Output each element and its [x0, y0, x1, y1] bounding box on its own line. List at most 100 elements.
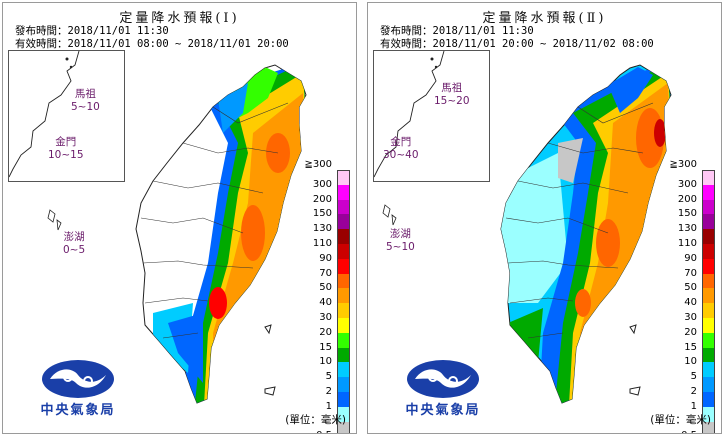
legend-color-box: [337, 288, 350, 304]
matsu-range: 5~10: [71, 101, 100, 113]
legend-label: 20: [319, 326, 332, 338]
legend-label: 300: [677, 178, 697, 190]
penghu-islands: [382, 204, 397, 226]
legend-label: 70: [319, 267, 332, 279]
matsu-name: 馬祖: [74, 88, 96, 100]
legend-color-box: [702, 362, 715, 378]
legend-label: 110: [677, 238, 697, 249]
cwb-logo-text: 中央氣象局: [405, 403, 481, 418]
legend-label: 150: [677, 208, 697, 220]
legend-color-box: [702, 392, 715, 407]
penghu-label: 澎湖 0~5: [63, 231, 85, 257]
legend-label: 150: [312, 208, 332, 220]
legend-color-box: [702, 229, 715, 244]
legend-label: 110: [312, 238, 332, 249]
legend-label: 70: [684, 267, 697, 279]
legend-color-box: [337, 421, 350, 433]
matsu-label: 馬祖 15~20: [434, 82, 470, 108]
cwb-logo: 中央氣象局: [393, 359, 493, 431]
valid-time: 有效時間：2018/11/01 20:00 ~ 2018/11/02 08:00: [380, 38, 654, 50]
kinmen-name: 金門: [55, 136, 77, 148]
legend-color-box: [337, 214, 350, 230]
legend-color-box: [702, 273, 715, 289]
legend-bottom-label: 0.5: [681, 430, 697, 433]
legend-color-box: [702, 406, 715, 422]
legend-color-box: [337, 377, 350, 392]
legend-color-box: [702, 347, 715, 363]
legend-color-box: [337, 184, 350, 200]
legend-bottom-label: 0.5: [316, 430, 332, 433]
legend-color-box: [337, 362, 350, 378]
legend-label: 40: [319, 297, 332, 309]
legend-top-label: ≧300: [304, 159, 332, 170]
legend-color-box: [702, 377, 715, 392]
legend-label: 10: [319, 356, 332, 368]
legend-label: 5: [690, 371, 697, 383]
legend-color-box: [702, 214, 715, 230]
matsu-label: 馬祖 5~10: [71, 88, 100, 114]
qpf-panel-1: 定量降水預報(Ⅰ) 發布時間：2018/11/01 11:30 有效時間：201…: [2, 2, 357, 434]
legend-color-box: [337, 244, 350, 259]
taiwan-rainfall-map: [500, 64, 672, 404]
penghu-name: 澎湖: [63, 231, 85, 243]
penghu-range: 0~5: [63, 244, 86, 256]
legend-color-box: [337, 392, 350, 407]
issued-time: 發布時間：2018/11/01 11:30: [15, 25, 169, 37]
legend-label: 1: [325, 400, 332, 412]
kinmen-range: 10~15: [48, 149, 84, 161]
legend-label: 5: [325, 371, 332, 383]
penghu-name: 澎湖: [389, 228, 411, 240]
legend-color-box: [702, 288, 715, 304]
legend-label: 2: [690, 386, 697, 397]
legend-color-box: [702, 258, 715, 274]
legend-color-box: [337, 229, 350, 244]
legend-label: 1: [690, 400, 697, 412]
legend-label: 30: [319, 312, 332, 323]
kinmen-name: 金門: [390, 136, 412, 148]
legend-color-box: [337, 273, 350, 289]
cwb-logo: 中央氣象局: [28, 359, 128, 431]
legend-color-box: [702, 303, 715, 318]
legend-label: 300: [312, 178, 332, 190]
legend-color-box: [337, 258, 350, 274]
cwb-emblem-icon: [407, 360, 479, 398]
legend-color-box: [702, 184, 715, 200]
legend-color-box: [702, 421, 715, 433]
legend-color-box: [702, 332, 715, 348]
kinmen-range: 30~40: [383, 149, 419, 161]
legend-color-box: [337, 318, 350, 333]
legend-color-box: [337, 170, 350, 185]
matsu-name: 馬祖: [441, 82, 463, 94]
china-coast-outline: [373, 50, 445, 178]
panel-title: 定量降水預報(Ⅱ): [482, 11, 607, 26]
taiwan-rainfall-map: [135, 64, 307, 404]
outlying-islands-inset: [8, 50, 125, 182]
legend-label: 200: [312, 193, 332, 205]
matsu-range: 15~20: [434, 95, 470, 107]
legend-label: 200: [677, 193, 697, 205]
legend-label: 30: [684, 312, 697, 323]
legend-label: 40: [684, 297, 697, 309]
legend-color-box: [702, 244, 715, 259]
legend-label: 130: [312, 223, 332, 235]
legend-color-box: [337, 406, 350, 422]
penghu-islands: [47, 209, 62, 231]
legend-label: 2: [325, 386, 332, 397]
unit-label: (單位：毫米): [650, 414, 711, 426]
cwb-logo-text: 中央氣象局: [40, 403, 116, 418]
china-coast-outline: [8, 50, 80, 178]
kinmen-label: 金門 10~15: [48, 136, 84, 162]
legend-color-box: [337, 199, 350, 215]
qpf-panel-2: 定量降水預報(Ⅱ) 發布時間：2018/11/01 11:30 有效時間：201…: [367, 2, 722, 434]
legend-label: 15: [684, 341, 697, 353]
legend-color-box: [702, 318, 715, 333]
cwb-emblem-icon: [42, 360, 114, 398]
kinmen-label: 金門 30~40: [383, 136, 419, 162]
legend-label: 50: [319, 282, 332, 294]
legend-color-box: [337, 303, 350, 318]
unit-label: (單位：毫米): [285, 414, 346, 426]
legend-label: 90: [319, 252, 332, 264]
legend-label: 10: [684, 356, 697, 368]
valid-time: 有效時間：2018/11/01 08:00 ~ 2018/11/01 20:00: [15, 38, 289, 50]
panel-title: 定量降水預報(Ⅰ): [119, 11, 240, 26]
